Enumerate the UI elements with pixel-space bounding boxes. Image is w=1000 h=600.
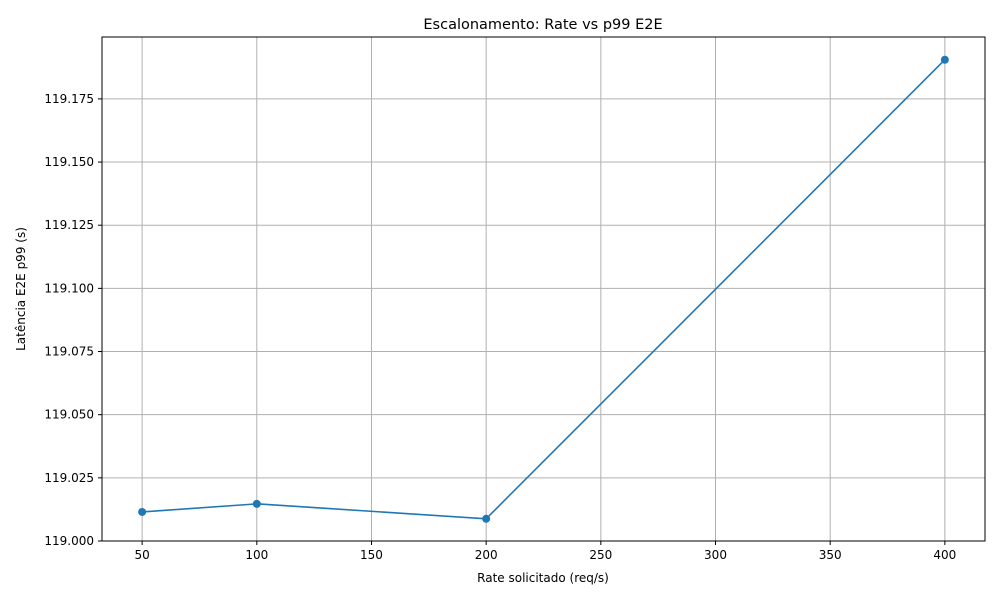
- data-point: [940, 55, 949, 64]
- y-tick-label: 119.150: [44, 155, 94, 169]
- x-tick-label: 200: [475, 548, 498, 562]
- plot-frame: [101, 36, 986, 542]
- x-tick-label: 50: [134, 548, 149, 562]
- y-tick-label: 119.075: [44, 345, 94, 359]
- x-tick-label: 400: [933, 548, 956, 562]
- data-point: [482, 514, 491, 523]
- x-tick-label: 300: [704, 548, 727, 562]
- series-line: [142, 59, 946, 520]
- y-tick-label: 119.100: [44, 281, 94, 295]
- y-tick-label: 119.175: [44, 92, 94, 106]
- series-layer: [138, 55, 949, 523]
- axes-frame: [101, 36, 986, 542]
- grid-lines: [102, 37, 985, 542]
- y-tick-label: 119.050: [44, 408, 94, 422]
- y-axis-ticks: 119.000 119.025 119.050 119.075 119.100 119.1…: [44, 92, 102, 548]
- x-axis-label: Rate solicitado (req/s): [477, 571, 609, 585]
- chart-title: Escalonamento: Rate vs p99 E2E: [423, 17, 662, 33]
- y-tick-label: 119.025: [44, 471, 94, 485]
- x-tick-label: 350: [819, 548, 842, 562]
- x-axis-ticks: 50 100 150 200 250 300 350 400: [134, 541, 956, 562]
- data-point: [138, 507, 147, 516]
- data-point: [252, 499, 261, 508]
- x-tick-label: 100: [245, 548, 268, 562]
- y-tick-label: 119.000: [44, 534, 94, 548]
- x-tick-label: 150: [360, 548, 383, 562]
- y-axis-label: Latência E2E p99 (s): [14, 227, 28, 351]
- y-tick-label: 119.125: [44, 218, 94, 232]
- x-tick-label: 250: [589, 548, 612, 562]
